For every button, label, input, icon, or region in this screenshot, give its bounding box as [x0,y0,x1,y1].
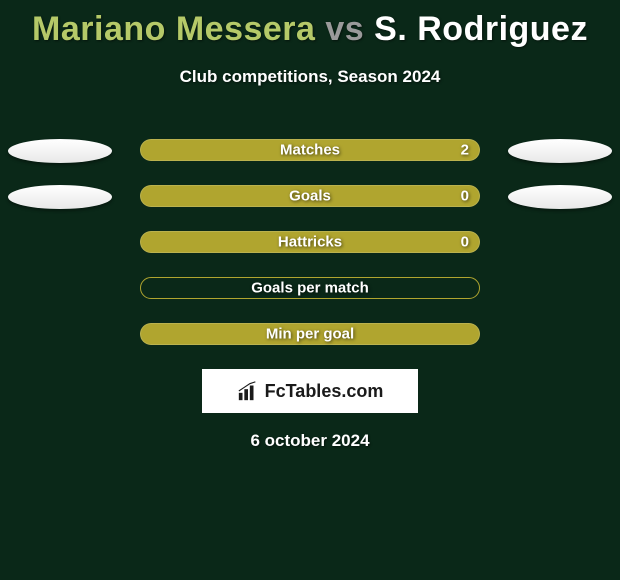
stat-bar: Hattricks 0 [140,231,480,253]
stat-label: Goals [289,188,331,205]
stat-value: 0 [461,234,469,251]
stat-bar: Goals 0 [140,185,480,207]
stat-row: Goals 0 [0,173,620,219]
stat-bar: Matches 2 [140,139,480,161]
stat-label: Hattricks [278,234,342,251]
stat-value: 0 [461,188,469,205]
stat-row: Min per goal [0,311,620,357]
stats-block: Matches 2 Goals 0 Hattricks 0 Goals per match M… [0,127,620,357]
stat-bar: Min per goal [140,323,480,345]
logo-box: FcTables.com [202,369,418,413]
player2-value-ellipse [508,185,612,209]
bar-chart-icon [237,380,259,402]
stat-label: Min per goal [266,326,354,343]
stat-label: Matches [280,142,340,159]
comparison-title: Mariano Messera vs S. Rodriguez [0,0,620,49]
player2-name: S. Rodriguez [374,10,588,48]
stat-bar: Goals per match [140,277,480,299]
stat-row: Matches 2 [0,127,620,173]
player2-value-ellipse [508,139,612,163]
logo-text: FcTables.com [265,381,384,402]
stat-label: Goals per match [251,280,369,297]
stat-value: 2 [461,142,469,159]
vs-text: vs [325,10,364,48]
player1-value-ellipse [8,139,112,163]
subtitle: Club competitions, Season 2024 [0,67,620,87]
stat-row: Goals per match [0,265,620,311]
player1-name: Mariano Messera [32,10,315,48]
player1-value-ellipse [8,185,112,209]
date-text: 6 october 2024 [0,431,620,451]
stat-row: Hattricks 0 [0,219,620,265]
